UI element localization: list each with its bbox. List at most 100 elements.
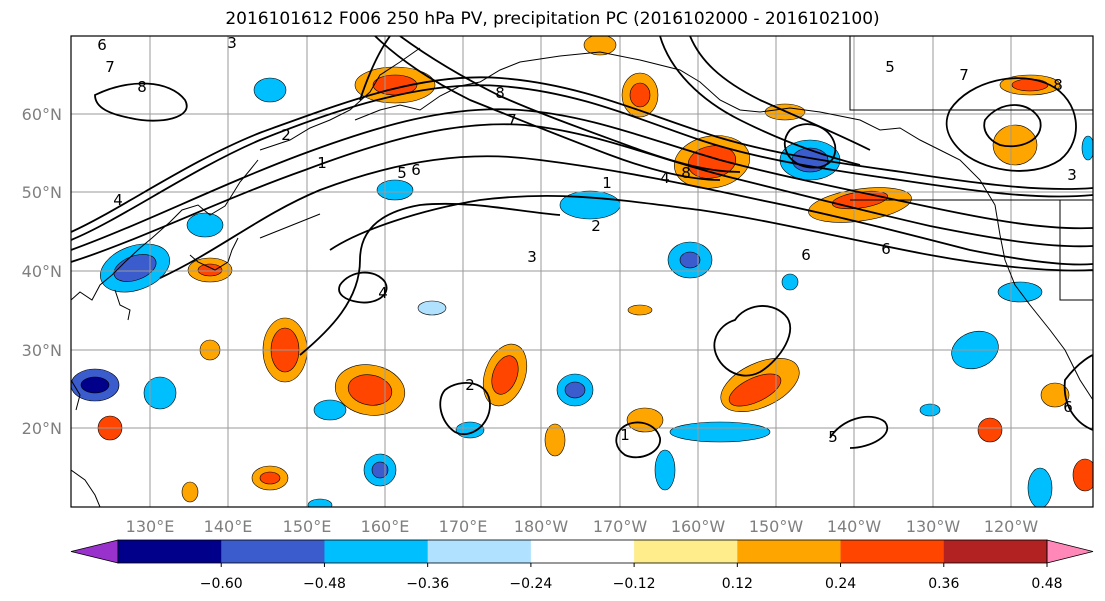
precip-patch	[583, 36, 617, 56]
pv-contours	[71, 36, 1093, 459]
contour-label: 4	[660, 169, 670, 187]
contour-label: 7	[105, 58, 115, 76]
precip-patch	[253, 77, 287, 103]
colorbar-segment	[427, 540, 532, 563]
colorbar-tick-label: −0.36	[406, 576, 449, 592]
precip-patch	[919, 403, 941, 417]
precip-patch	[417, 300, 447, 316]
longitude-label: 130°W	[906, 517, 961, 536]
colorbar-tick-label: 0.48	[1031, 576, 1062, 592]
colorbar-tick-label: −0.12	[613, 576, 656, 592]
precip-patch	[1072, 458, 1093, 492]
contour-label: 6	[881, 240, 891, 258]
precip-patch	[1040, 382, 1070, 408]
contour-label: 3	[227, 34, 237, 52]
longitude-label: 160°E	[361, 517, 410, 536]
latitude-label: 50°N	[22, 183, 62, 202]
contour-label: 5	[828, 428, 838, 446]
colorbar-segment	[530, 540, 635, 563]
precip-patch	[143, 376, 177, 410]
colorbar-extend-min	[70, 539, 119, 564]
colorbar-segment	[840, 540, 945, 563]
contour-label: 4	[378, 284, 388, 302]
precip-patch	[186, 212, 224, 238]
precip-patch	[977, 417, 1003, 443]
contour-label: 6	[801, 246, 811, 264]
precip-patch	[259, 471, 281, 485]
colorbar-tick-label: 0.24	[825, 576, 856, 592]
precip-patch	[307, 498, 333, 507]
map-title: 2016101612 F006 250 hPa PV, precipitatio…	[225, 9, 880, 29]
contour-label: 6	[97, 36, 107, 54]
colorbar-segment	[634, 540, 738, 563]
contour-label: 2	[281, 126, 291, 144]
precip-patch	[491, 355, 519, 395]
colorbar-segment	[118, 540, 222, 563]
contour-label: 2	[591, 217, 601, 235]
precip-patch	[564, 381, 586, 399]
coastlines	[71, 36, 1093, 507]
contour-label: 1	[317, 154, 327, 172]
longitude-label: 170°W	[593, 517, 648, 536]
colorbar-tick-label: 0.36	[928, 576, 959, 592]
longitude-label: 180°W	[514, 517, 569, 536]
longitude-label: 130°E	[126, 517, 175, 536]
colorbar-tick-label: −0.60	[200, 576, 243, 592]
precip-patch	[1081, 135, 1093, 161]
colorbar	[70, 539, 1094, 564]
precip-patch	[781, 273, 799, 291]
contour-label: 8	[1053, 76, 1063, 94]
precip-patch	[559, 190, 621, 220]
precip-patch	[629, 82, 651, 108]
precip-patch	[371, 461, 389, 479]
contour-label: 6	[1063, 398, 1073, 416]
colorbar-tick-labels: −0.60 −0.48 −0.36 −0.24 −0.12 0.12 0.24 0.36 0.4…	[200, 563, 1063, 592]
colorbar-segment	[737, 540, 842, 563]
precip-patch	[669, 421, 771, 443]
precip-patch	[1011, 78, 1049, 92]
colorbar-tick-label: −0.24	[509, 576, 552, 592]
precip-patch	[1027, 467, 1053, 507]
longitude-label: 150°W	[749, 517, 804, 536]
longitude-label: 150°E	[283, 517, 332, 536]
contour-label: 5	[885, 58, 895, 76]
contour-label: 8	[681, 164, 691, 182]
contour-label: 8	[495, 84, 505, 102]
contour-label: 1	[620, 426, 630, 444]
contour-label: 8	[137, 78, 147, 96]
precip-patch	[455, 421, 485, 439]
colorbar-tick-label: −0.48	[303, 576, 346, 592]
longitude-label: 170°E	[439, 517, 488, 536]
contour-label: 4	[113, 191, 123, 209]
latitude-label: 20°N	[22, 419, 62, 438]
longitude-label: 140°E	[204, 517, 253, 536]
contour-label: 1	[602, 174, 612, 192]
precip-patch	[313, 399, 347, 421]
colorbar-extend-max	[1046, 539, 1094, 564]
precip-patch	[654, 449, 676, 491]
longitude-label: 120°W	[984, 517, 1039, 536]
colorbar-tick-label: 0.12	[722, 576, 753, 592]
latitude-tick-labels: 60°N 50°N 40°N 30°N 20°N	[22, 105, 62, 438]
precip-patch	[679, 251, 701, 269]
longitude-label: 160°W	[671, 517, 726, 536]
latitude-label: 60°N	[22, 105, 62, 124]
colorbar-segment	[221, 540, 325, 563]
graticule	[71, 36, 1093, 507]
latitude-label: 40°N	[22, 262, 62, 281]
contour-label: 6	[411, 161, 421, 179]
precip-patch	[728, 373, 782, 407]
precip-patch	[347, 374, 393, 406]
contour-label: 5	[397, 164, 407, 182]
contour-label: 7	[959, 66, 969, 84]
precip-patch	[627, 304, 653, 316]
contour-label: 3	[1067, 166, 1077, 184]
longitude-tick-labels: 130°E 140°E 150°E 160°E 170°E 180°W 170°W 160°W…	[126, 517, 1039, 536]
colorbar-segment	[943, 540, 1048, 563]
precip-patch	[992, 124, 1038, 166]
contour-label: 2	[465, 376, 475, 394]
precip-patch	[197, 263, 223, 277]
